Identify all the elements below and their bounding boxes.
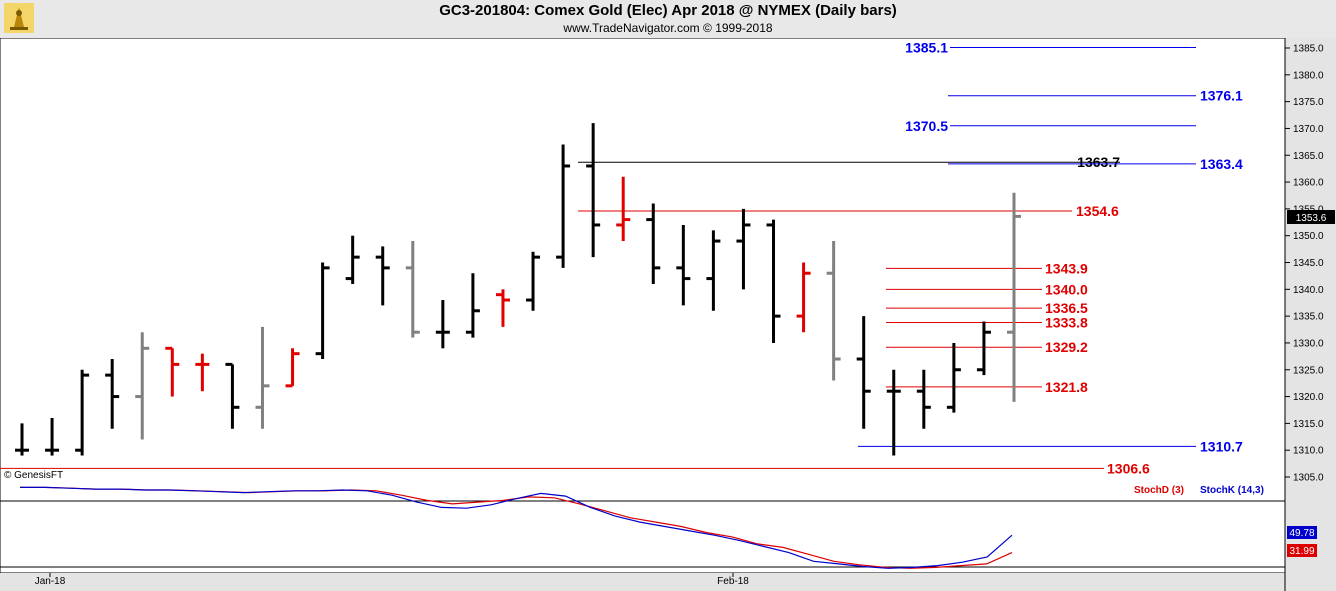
date-tick-label: Jan-18 xyxy=(35,576,66,587)
price-bars xyxy=(15,123,1021,456)
level-label: 1343.9 xyxy=(1045,260,1088,276)
stochk-legend: StochK (14,3) xyxy=(1200,485,1264,496)
price-tick-label: 1305.0 xyxy=(1293,473,1324,484)
last-price-label: 1353.6 xyxy=(1296,213,1327,224)
stoch-panel-frame xyxy=(0,500,1286,574)
stochastic-lines xyxy=(20,486,1013,569)
price-axis-ticks: 1305.0 1310.0 1315.0 1320.0 1325.0 1330.0 1335… xyxy=(1285,44,1324,484)
stochk-value-box xyxy=(1287,526,1317,539)
level-label: 1333.8 xyxy=(1045,315,1088,331)
level-label: 1354.6 xyxy=(1076,203,1119,219)
price-tick-label: 1365.0 xyxy=(1293,151,1324,162)
price-tick-label: 1380.0 xyxy=(1293,70,1324,81)
level-label: 1363.4 xyxy=(1200,156,1243,172)
price-tick-label: 1360.0 xyxy=(1293,178,1324,189)
level-label: 1340.0 xyxy=(1045,281,1088,297)
stochd-value-label: 31.99 xyxy=(1289,546,1314,557)
level-label: 1310.7 xyxy=(1200,438,1243,454)
price-tick-label: 1335.0 xyxy=(1293,312,1324,323)
level-label: 1306.6 xyxy=(1107,460,1150,476)
trade-navigator-logo-icon xyxy=(4,3,34,33)
level-label: 1385.1 xyxy=(905,39,948,55)
level-label: 1363.7 xyxy=(1077,154,1120,170)
chart-title: GC3-201804: Comex Gold (Elec) Apr 2018 @… xyxy=(439,2,897,19)
level-label: 1370.5 xyxy=(905,118,948,134)
level-lines: 1385.1 1376.1 1370.5 1363.7 1363.4 1354.6 1343… xyxy=(0,39,1243,476)
price-tick-label: 1375.0 xyxy=(1293,97,1324,108)
price-tick-label: 1370.0 xyxy=(1293,124,1324,135)
level-label: 1376.1 xyxy=(1200,88,1243,104)
price-tick-label: 1310.0 xyxy=(1293,446,1324,457)
chart-copyright: www.TradeNavigator.com © 1999-2018 xyxy=(563,21,773,35)
stochk-value-label: 49.78 xyxy=(1289,528,1314,539)
watermark: © GenesisFT xyxy=(4,470,63,481)
price-panel-frame xyxy=(0,37,1286,502)
price-tick-label: 1315.0 xyxy=(1293,419,1324,430)
price-tick-label: 1345.0 xyxy=(1293,258,1324,269)
last-price-box xyxy=(1287,210,1335,224)
price-tick-label: 1330.0 xyxy=(1293,338,1324,349)
stoch-series-line xyxy=(20,486,1013,569)
date-tick-label: Feb-18 xyxy=(717,576,749,587)
price-tick-label: 1340.0 xyxy=(1293,285,1324,296)
price-tick-label: 1325.0 xyxy=(1293,365,1324,376)
price-tick-label: 1355.0 xyxy=(1293,204,1324,215)
axis-panel xyxy=(1285,38,1336,591)
price-tick-label: 1320.0 xyxy=(1293,392,1324,403)
date-axis-labels: Jan-18 Feb-18 xyxy=(35,573,749,587)
date-axis-panel xyxy=(0,573,1285,591)
level-label: 1321.8 xyxy=(1045,379,1088,395)
price-tick-label: 1385.0 xyxy=(1293,44,1324,55)
level-label: 1329.2 xyxy=(1045,339,1088,355)
price-tick-label: 1350.0 xyxy=(1293,231,1324,242)
stochd-legend: StochD (3) xyxy=(1134,485,1184,496)
chart-header: GC3-201804: Comex Gold (Elec) Apr 2018 @… xyxy=(0,0,1336,38)
level-label: 1336.5 xyxy=(1045,300,1088,316)
stochd-value-box xyxy=(1287,544,1317,557)
